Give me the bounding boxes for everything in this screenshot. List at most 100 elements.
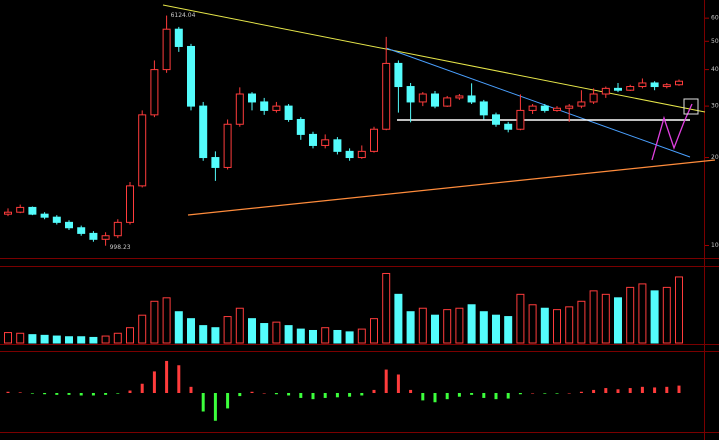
macd-bar (384, 369, 388, 393)
candle-body (284, 105, 293, 120)
candle-body (492, 114, 500, 125)
volume-bar (431, 314, 439, 344)
macd-bar (274, 393, 278, 395)
low-annotation: 998.23 (110, 244, 131, 251)
candle-body (333, 139, 342, 152)
macd-bar (6, 391, 10, 393)
macd-bar (616, 389, 620, 393)
candle-body (479, 101, 488, 116)
candle-body (577, 101, 586, 107)
macd-bar (140, 383, 144, 393)
volume-bar (614, 297, 622, 344)
volume-bar (40, 334, 49, 344)
volume-bar (479, 311, 488, 344)
macd-bar (152, 371, 156, 393)
volume-bar (357, 328, 366, 344)
volume-bar (150, 300, 159, 344)
candle-body (553, 107, 561, 111)
macd-bar (299, 393, 303, 398)
volume-bar (162, 297, 171, 344)
candle-body (626, 86, 635, 91)
volume-bar (601, 293, 610, 344)
volume-bar (16, 332, 25, 344)
volume-bar (4, 332, 12, 344)
volume-bar (223, 316, 232, 344)
candle-body (235, 93, 244, 125)
macd-bar (335, 393, 339, 398)
volume-bar (589, 290, 598, 344)
macd-bar (665, 386, 669, 393)
macd-bar (323, 393, 327, 398)
macd-bar (421, 393, 425, 401)
candle-body (565, 105, 574, 109)
candle-body (431, 93, 439, 107)
macd-bar (238, 393, 242, 397)
macd-bar (79, 393, 83, 396)
candle-body (443, 97, 452, 107)
candle-body (89, 232, 98, 240)
macd-bar (348, 393, 352, 397)
volume-bar (174, 311, 183, 344)
volume-bar (553, 309, 561, 344)
macd-bar (287, 393, 291, 396)
macd-bar (555, 393, 559, 394)
volume-bar (455, 307, 464, 344)
volume-bar (199, 325, 208, 344)
candle-body (309, 133, 317, 146)
macd-bar (677, 385, 681, 393)
candle-body (40, 213, 49, 218)
volume-bar (211, 327, 220, 344)
candle-body (662, 84, 671, 88)
macd-bar (543, 393, 547, 394)
candle-body (77, 227, 86, 234)
volume-bar (528, 304, 537, 344)
macd-bar (653, 387, 657, 393)
candle-body (248, 93, 256, 103)
volume-bar (382, 272, 391, 344)
candle-body (370, 128, 378, 152)
candle-body (455, 95, 464, 99)
macd-bar (604, 388, 608, 393)
y-tick-label: 1000 (711, 242, 719, 249)
volume-bar (89, 336, 98, 344)
volume-bar (333, 329, 342, 344)
volume-bar (394, 293, 403, 344)
macd-bar (640, 386, 644, 393)
volume-bar (443, 309, 452, 344)
volume-bar (662, 286, 671, 344)
macd-bar (396, 374, 400, 393)
macd-bar (213, 393, 217, 421)
volume-bar (675, 276, 683, 344)
volume-bar (345, 331, 354, 344)
macd-bar (262, 393, 266, 394)
candle-body (199, 105, 208, 159)
candle-body (321, 139, 330, 146)
candle-body (138, 114, 147, 187)
macd-bar (311, 393, 315, 400)
volume-bar (126, 327, 134, 344)
macd-bar (518, 393, 522, 395)
macd-bar (531, 393, 535, 394)
macd-bar (165, 360, 169, 393)
candle-body (150, 69, 159, 116)
macd-bar (104, 393, 108, 395)
candle-body (504, 123, 513, 130)
candle-body (516, 109, 525, 130)
volume-bar (406, 311, 415, 344)
candle-body (357, 150, 366, 159)
candle-body (296, 118, 305, 135)
candle-body (589, 93, 598, 103)
y-tick-label: 4000 (711, 66, 719, 73)
candle-body (528, 105, 537, 111)
macd-bar (628, 388, 632, 393)
candle-body (638, 82, 647, 88)
macd-bar (116, 393, 120, 394)
volume-bar (370, 318, 378, 344)
candle-body (650, 82, 659, 88)
volume-bar (626, 286, 635, 344)
candle-body (52, 216, 61, 223)
macd-bar (55, 393, 59, 395)
